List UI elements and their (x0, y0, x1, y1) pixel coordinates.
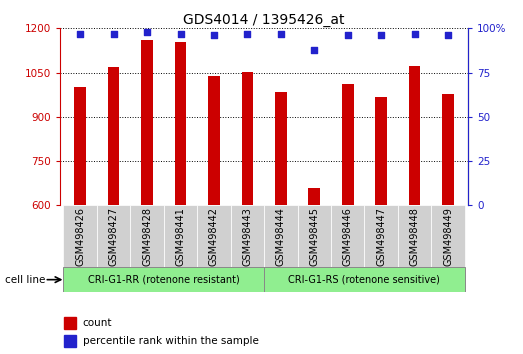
Bar (64, 317, 76, 329)
Point (277, 31, 285, 36)
Point (176, 31, 185, 36)
Text: percentile rank within the sample: percentile rank within the sample (83, 336, 258, 346)
Bar (74, 87, 86, 205)
Bar (63, 205, 97, 267)
Bar (275, 92, 287, 205)
Bar (398, 205, 431, 267)
Point (377, 33, 385, 38)
Bar (208, 75, 220, 205)
Point (444, 33, 452, 38)
Bar (141, 40, 153, 205)
Bar (264, 267, 465, 292)
Text: CRI-G1-RR (rotenone resistant): CRI-G1-RR (rotenone resistant) (88, 275, 240, 285)
Bar (365, 205, 398, 267)
Bar (130, 205, 164, 267)
Bar (431, 205, 465, 267)
Point (143, 29, 151, 35)
Text: cell line: cell line (5, 275, 46, 285)
Point (411, 31, 419, 36)
Bar (331, 205, 365, 267)
Point (76, 31, 84, 36)
Text: count: count (83, 318, 112, 328)
Bar (264, 205, 298, 267)
Bar (409, 66, 420, 205)
Point (109, 31, 118, 36)
Bar (108, 67, 119, 205)
Point (210, 33, 218, 38)
Point (243, 31, 252, 36)
Bar (231, 205, 264, 267)
Bar (63, 267, 264, 292)
Point (344, 33, 352, 38)
Title: GDS4014 / 1395426_at: GDS4014 / 1395426_at (184, 13, 345, 27)
Text: CRI-G1-RS (rotenone sensitive): CRI-G1-RS (rotenone sensitive) (289, 275, 440, 285)
Bar (164, 205, 197, 267)
Point (310, 47, 319, 52)
Bar (376, 97, 387, 205)
Bar (298, 205, 331, 267)
Bar (242, 72, 253, 205)
Bar (175, 42, 186, 205)
Bar (64, 335, 76, 347)
Bar (197, 205, 231, 267)
Bar (342, 84, 354, 205)
Bar (309, 188, 320, 205)
Bar (97, 205, 130, 267)
Bar (442, 94, 454, 205)
